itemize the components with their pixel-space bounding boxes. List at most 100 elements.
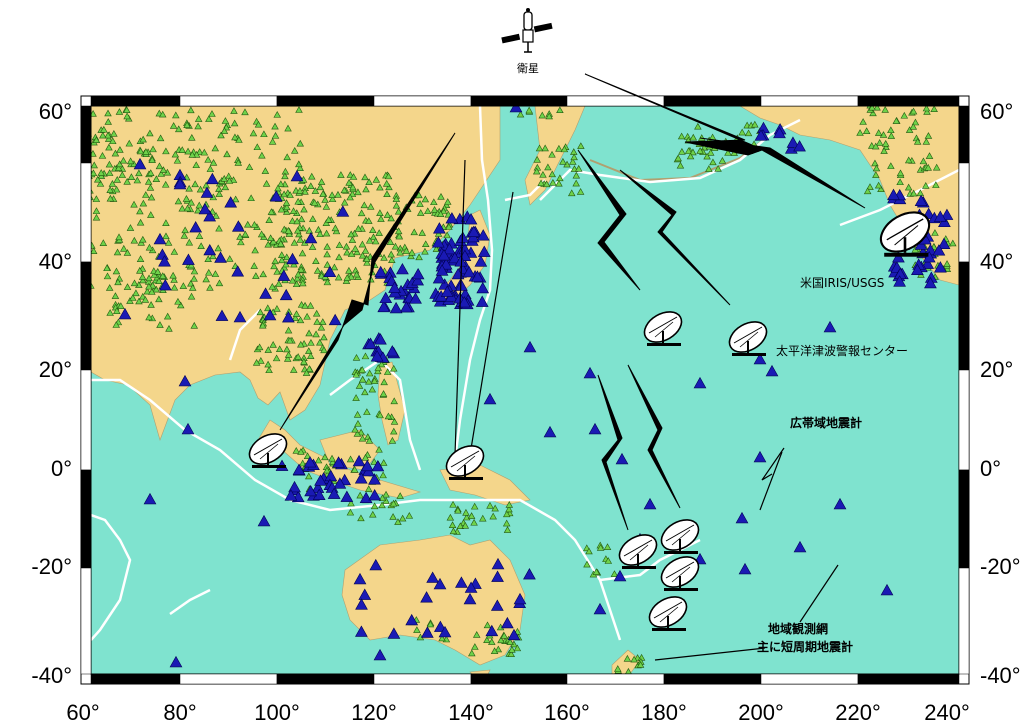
regional-station	[320, 333, 328, 341]
regional-station	[392, 195, 401, 202]
regional-station	[448, 521, 457, 528]
regional-station	[195, 232, 204, 239]
regional-station	[106, 309, 114, 316]
regional-station	[911, 118, 920, 126]
regional-station	[147, 193, 156, 201]
broadband-station	[786, 136, 800, 148]
regional-station	[323, 260, 332, 268]
regional-station	[250, 221, 259, 228]
regional-station	[91, 247, 98, 254]
lightning-bolt-icon	[584, 73, 866, 209]
regional-station	[390, 427, 398, 435]
regional-station	[292, 446, 301, 454]
regional-station	[603, 543, 612, 550]
regional-station	[133, 176, 142, 184]
regional-station	[395, 232, 404, 240]
regional-station	[370, 377, 379, 384]
regional-station	[297, 215, 306, 223]
regional-station	[208, 110, 216, 117]
regional-station	[302, 369, 311, 376]
regional-station	[114, 278, 122, 286]
regional-station	[316, 183, 325, 191]
regional-station	[500, 632, 508, 639]
regional-station	[358, 240, 367, 248]
regional-station	[424, 207, 432, 215]
regional-station	[283, 355, 292, 362]
regional-station	[277, 180, 285, 188]
regional-station	[135, 297, 143, 305]
regional-station	[115, 160, 124, 168]
regional-station	[896, 178, 904, 186]
regional-station	[415, 191, 423, 199]
regional-station	[361, 352, 370, 360]
regional-station	[188, 151, 197, 158]
regional-station	[900, 111, 909, 119]
regional-station	[139, 276, 147, 284]
regional-station	[295, 106, 303, 113]
regional-station	[313, 266, 322, 274]
regional-station	[273, 305, 281, 312]
regional-station	[254, 120, 263, 128]
regional-station	[703, 152, 711, 160]
regional-station	[113, 307, 121, 314]
regional-station	[394, 518, 402, 525]
broadband-station	[206, 172, 219, 185]
regional-station	[225, 177, 234, 184]
regional-station	[294, 353, 302, 360]
broadband-station	[448, 251, 462, 264]
regional-station	[416, 209, 425, 216]
broadband-station	[892, 251, 905, 263]
regional-station	[145, 243, 154, 251]
regional-station	[93, 175, 102, 183]
regional-station	[291, 314, 300, 321]
regional-station	[443, 231, 451, 239]
broadband-station	[914, 194, 928, 206]
regional-station	[156, 134, 165, 142]
broadband-station	[118, 307, 132, 320]
regional-station	[351, 425, 359, 433]
broadband-station	[203, 243, 217, 256]
regional-station	[316, 338, 324, 346]
regional-station	[323, 250, 331, 258]
broadband-station	[369, 558, 383, 571]
regional-station	[123, 106, 131, 113]
regional-station	[114, 164, 123, 172]
regional-station	[212, 212, 220, 219]
regional-station	[572, 171, 581, 179]
regional-station	[91, 188, 94, 194]
regional-station	[231, 195, 240, 203]
regional-station	[174, 297, 182, 305]
regional-station	[214, 244, 222, 252]
regional-station	[284, 351, 293, 358]
regional-station	[426, 620, 435, 628]
broadband-station	[355, 625, 368, 637]
regional-station	[328, 191, 336, 199]
regional-station	[352, 394, 360, 401]
broadband-station	[583, 366, 597, 379]
regional-station	[292, 310, 301, 317]
regional-station	[537, 179, 545, 187]
regional-station	[340, 186, 349, 194]
regional-station	[418, 229, 426, 236]
regional-station	[389, 513, 397, 520]
broadband-station	[263, 308, 277, 321]
regional-station	[398, 514, 407, 522]
regional-station	[187, 292, 196, 300]
broadband-station	[435, 264, 449, 276]
broadband-station	[158, 279, 172, 291]
regional-station	[361, 453, 370, 461]
regional-station	[289, 366, 298, 373]
regional-station	[146, 129, 154, 137]
regional-station	[905, 126, 914, 133]
broadband-station	[399, 301, 413, 313]
regional-station	[421, 247, 429, 255]
broadband-station	[593, 602, 607, 615]
regional-station	[136, 255, 145, 262]
regional-station	[396, 492, 404, 499]
broadband-station	[387, 627, 401, 639]
regional-station	[323, 278, 332, 286]
regional-station	[162, 232, 170, 240]
regional-station	[158, 110, 167, 118]
telemetry-links	[279, 73, 866, 661]
broadband-station	[158, 255, 171, 267]
